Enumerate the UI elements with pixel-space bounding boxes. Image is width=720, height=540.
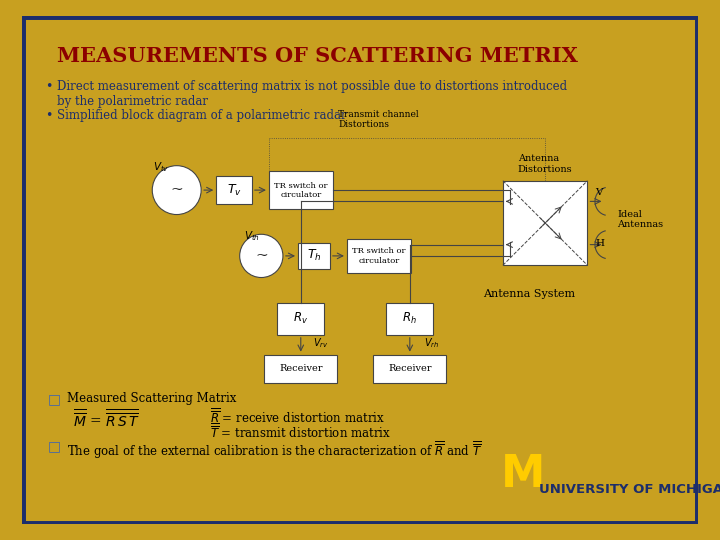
Text: ~: ~ <box>171 183 183 197</box>
Bar <box>277 303 324 335</box>
Text: H: H <box>595 239 604 248</box>
Text: $V_{rv}$: $V_{rv}$ <box>313 336 328 349</box>
Text: Receiver: Receiver <box>388 364 431 373</box>
Circle shape <box>152 166 201 214</box>
Text: Ideal
Antennas: Ideal Antennas <box>618 210 664 230</box>
Text: $V_{rh}$: $V_{rh}$ <box>424 336 439 349</box>
Bar <box>387 303 433 335</box>
Text: TR switch or
circulator: TR switch or circulator <box>274 181 328 199</box>
Bar <box>264 355 338 383</box>
Text: Antenna System: Antenna System <box>483 289 575 299</box>
Text: $\overline{\overline{M}}$ = $\overline{\overline{R}}\,\overline{\overline{S}}\,\: $\overline{\overline{M}}$ = $\overline{\… <box>73 407 140 430</box>
Text: UNIVERSITY OF MICHIGAN: UNIVERSITY OF MICHIGAN <box>539 483 720 496</box>
Text: Transmit channel
Distortions: Transmit channel Distortions <box>338 110 419 129</box>
Text: ~: ~ <box>255 249 268 263</box>
Text: by the polarimetric radar: by the polarimetric radar <box>58 95 208 108</box>
Text: Antenna
Distortions: Antenna Distortions <box>518 154 572 174</box>
Bar <box>503 181 588 265</box>
Text: •: • <box>45 109 53 122</box>
Text: $V_{th}$: $V_{th}$ <box>244 230 260 244</box>
Text: TR switch or
circulator: TR switch or circulator <box>352 247 405 265</box>
Text: □: □ <box>48 392 61 406</box>
Text: $R_h$: $R_h$ <box>402 312 417 326</box>
Bar <box>347 239 411 273</box>
Text: Receiver: Receiver <box>279 364 323 373</box>
Text: Measured Scattering Matrix: Measured Scattering Matrix <box>67 392 236 405</box>
Bar <box>298 243 330 269</box>
Circle shape <box>240 234 283 278</box>
Bar <box>373 355 446 383</box>
Text: Direct measurement of scattering matrix is not possible due to distortions intro: Direct measurement of scattering matrix … <box>58 80 567 93</box>
Text: $\overline{\overline{T}}$ = transmit distortion matrix: $\overline{\overline{T}}$ = transmit dis… <box>210 422 391 441</box>
Text: $R_v$: $R_v$ <box>293 312 308 326</box>
Text: The goal of the external calibration is the characterization of $\overline{\over: The goal of the external calibration is … <box>67 439 482 461</box>
Text: $T_h$: $T_h$ <box>307 248 321 264</box>
Text: M: M <box>501 453 545 496</box>
Text: V: V <box>595 188 603 197</box>
Bar <box>216 176 252 204</box>
Text: $T_v$: $T_v$ <box>227 183 241 198</box>
Text: Simplified block diagram of a polarimetric radar: Simplified block diagram of a polarimetr… <box>58 109 347 122</box>
Text: □: □ <box>48 439 61 453</box>
Text: MEASUREMENTS OF SCATTERING METRIX: MEASUREMENTS OF SCATTERING METRIX <box>58 46 578 66</box>
Bar <box>269 171 333 209</box>
Text: •: • <box>45 80 53 93</box>
Text: $V_{tv}$: $V_{tv}$ <box>153 160 169 174</box>
Text: $\overline{\overline{R}}$ = receive distortion matrix: $\overline{\overline{R}}$ = receive dist… <box>210 407 384 426</box>
